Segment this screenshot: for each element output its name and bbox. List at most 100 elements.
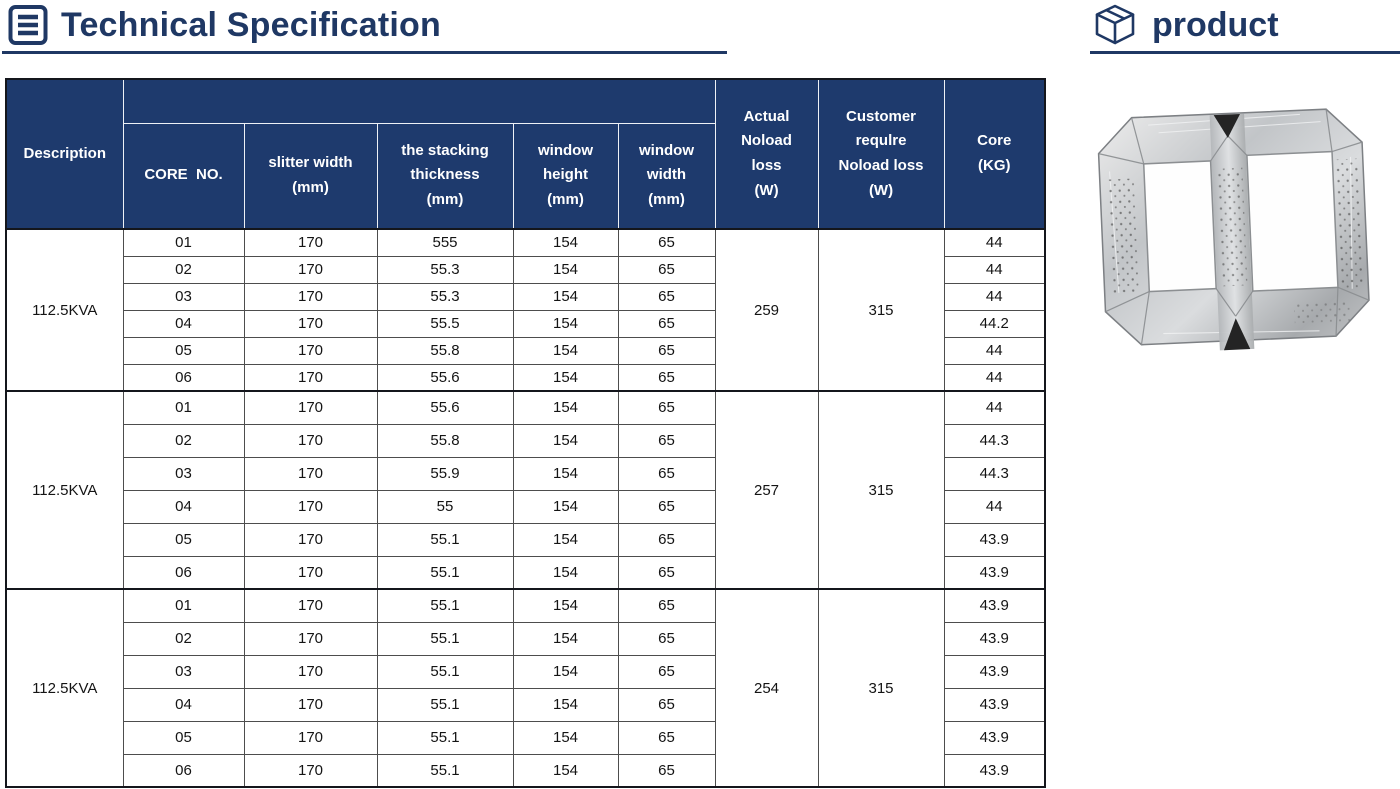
- slitter-width-cell: 170: [243, 309, 378, 338]
- table-row: 02 170 55.1 154 65 43.9: [6, 621, 1046, 656]
- table-row: 05 170 55.1 154 65 43.9: [6, 720, 1046, 755]
- table-row: 06 170 55.1 154 65 43.9: [6, 753, 1046, 788]
- core-top-notch: [1213, 113, 1241, 138]
- window-height-cell: 154: [512, 363, 619, 392]
- window-width-cell: 65: [617, 621, 716, 656]
- slitter-width-cell: 170: [243, 588, 378, 623]
- core-kg-cell: 43.9: [943, 687, 1046, 722]
- core-kg-cell: 44: [943, 336, 1046, 365]
- list-document-icon: [8, 4, 48, 46]
- customer-noload-loss-cell: 315: [817, 228, 945, 392]
- slitter-width-cell: 170: [243, 753, 378, 788]
- core-kg-cell: 44: [943, 255, 1046, 284]
- cube-icon: [1092, 2, 1138, 48]
- col-header-window-width: window width (mm): [617, 122, 716, 230]
- page-title-block: Technical Specification: [8, 4, 441, 46]
- table-row: 04 170 55 154 65 44: [6, 489, 1046, 524]
- slitter-width-cell: 170: [243, 363, 378, 392]
- table-row: 04 170 55.1 154 65 43.9: [6, 687, 1046, 722]
- slitter-width-cell: 170: [243, 456, 378, 491]
- stacking-thickness-cell: 55.1: [376, 753, 514, 788]
- slitter-width-cell: 170: [243, 228, 378, 257]
- stacking-thickness-cell: 55.1: [376, 621, 514, 656]
- window-height-cell: 154: [512, 720, 619, 755]
- stacking-thickness-cell: 55.1: [376, 720, 514, 755]
- window-height-cell: 154: [512, 255, 619, 284]
- window-height-cell: 154: [512, 522, 619, 557]
- window-height-cell: 154: [512, 654, 619, 689]
- window-height-cell: 154: [512, 336, 619, 365]
- window-height-cell: 154: [512, 687, 619, 722]
- stacking-thickness-cell: 55.1: [376, 555, 514, 590]
- core-no-cell: 06: [122, 363, 245, 392]
- window-width-cell: 65: [617, 555, 716, 590]
- window-width-cell: 65: [617, 390, 716, 425]
- stacking-thickness-cell: 55.9: [376, 456, 514, 491]
- title-underline: [2, 51, 727, 54]
- header-row-band: Description Actual Noload loss (W) Custo…: [5, 78, 1046, 230]
- core-kg-cell: 43.9: [943, 588, 1046, 623]
- core-no-cell: 02: [122, 255, 245, 284]
- col-header-core-kg: Core (KG): [943, 78, 1046, 230]
- core-no-cell: 06: [122, 753, 245, 788]
- stacking-thickness-cell: 55.1: [376, 687, 514, 722]
- col-header-stacking-thickness: the stacking thickness (mm): [376, 122, 514, 230]
- window-height-cell: 154: [512, 390, 619, 425]
- window-width-cell: 65: [617, 522, 716, 557]
- core-kg-cell: 44.3: [943, 456, 1046, 491]
- window-height-cell: 154: [512, 456, 619, 491]
- actual-noload-loss-cell: 254: [714, 588, 819, 788]
- slitter-width-cell: 170: [243, 654, 378, 689]
- stacking-thickness-cell: 55.8: [376, 423, 514, 458]
- table-row: 02 170 55.8 154 65 44.3: [6, 423, 1046, 458]
- window-height-cell: 154: [512, 621, 619, 656]
- window-width-cell: 65: [617, 363, 716, 392]
- core-no-cell: 05: [122, 522, 245, 557]
- core-kg-cell: 44: [943, 282, 1046, 311]
- core-no-cell: 06: [122, 555, 245, 590]
- transformer-core-photo: [1092, 104, 1376, 360]
- core-kg-cell: 44: [943, 489, 1046, 524]
- window-width-cell: 65: [617, 336, 716, 365]
- core-kg-cell: 43.9: [943, 753, 1046, 788]
- slitter-width-cell: 170: [243, 522, 378, 557]
- window-width-cell: 65: [617, 753, 716, 788]
- core-bottom-notch: [1223, 318, 1251, 351]
- core-no-cell: 04: [122, 309, 245, 338]
- core-kg-cell: 44.3: [943, 423, 1046, 458]
- window-height-cell: 154: [512, 555, 619, 590]
- window-height-cell: 154: [512, 282, 619, 311]
- col-header-actual-noload-loss: Actual Noload loss (W): [714, 78, 819, 230]
- window-width-cell: 65: [617, 654, 716, 689]
- core-kg-cell: 44: [943, 363, 1046, 392]
- customer-noload-loss-cell: 315: [817, 588, 945, 788]
- slitter-width-cell: 170: [243, 423, 378, 458]
- window-height-cell: 154: [512, 228, 619, 257]
- product-underline: [1090, 51, 1400, 54]
- core-no-cell: 04: [122, 489, 245, 524]
- core-kg-cell: 43.9: [943, 654, 1046, 689]
- window-width-cell: 65: [617, 282, 716, 311]
- actual-noload-loss-cell: 259: [714, 228, 819, 392]
- product-title-block: product: [1092, 2, 1279, 48]
- col-header-slitter-width: slitter width (mm): [243, 122, 378, 230]
- stacking-thickness-cell: 55.3: [376, 282, 514, 311]
- window-width-cell: 65: [617, 489, 716, 524]
- window-width-cell: 65: [617, 456, 716, 491]
- col-header-window-height: window height (mm): [512, 122, 619, 230]
- core-no-cell: 01: [122, 390, 245, 425]
- core-no-cell: 01: [122, 228, 245, 257]
- description-cell: 112.5KVA: [5, 390, 124, 590]
- core-no-cell: 03: [122, 654, 245, 689]
- window-height-cell: 154: [512, 423, 619, 458]
- stacking-thickness-cell: 55.5: [376, 309, 514, 338]
- core-kg-cell: 44: [943, 390, 1046, 425]
- window-width-cell: 65: [617, 720, 716, 755]
- window-height-cell: 154: [512, 489, 619, 524]
- stacking-thickness-cell: 55.6: [376, 363, 514, 392]
- description-cell: 112.5KVA: [5, 228, 124, 392]
- table-row: 05 170 55.1 154 65 43.9: [6, 522, 1046, 557]
- window-height-cell: 154: [512, 309, 619, 338]
- stacking-thickness-cell: 55.1: [376, 588, 514, 623]
